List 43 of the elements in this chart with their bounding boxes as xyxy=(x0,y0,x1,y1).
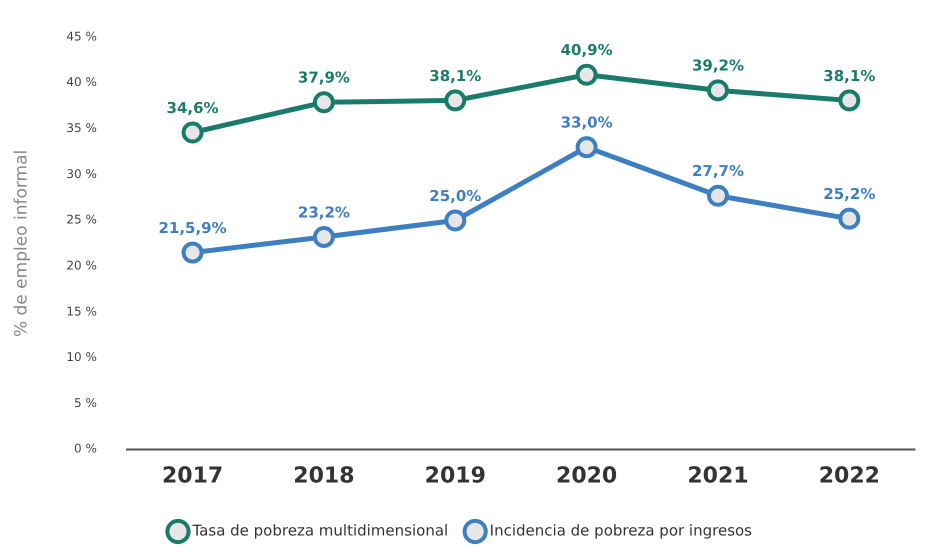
data-label: 33,0% xyxy=(560,114,613,132)
point xyxy=(182,242,204,264)
y-tick-label: 25 % xyxy=(66,212,97,227)
x-tick-label: 2019 xyxy=(424,464,486,489)
data-label: 25,2% xyxy=(823,185,876,204)
y-tick-label: 15 % xyxy=(66,304,97,318)
point xyxy=(706,79,729,102)
point xyxy=(182,122,204,144)
y-tick-label: 5 % xyxy=(74,396,97,410)
point xyxy=(576,136,598,158)
point xyxy=(444,89,466,112)
point xyxy=(838,89,860,112)
data-label: 34,6% xyxy=(166,98,219,117)
data-label: 39,2% xyxy=(692,56,744,75)
data-label: 37,9% xyxy=(298,68,350,87)
point xyxy=(706,184,729,207)
legend-label: Incidencia de pobreza por ingresos xyxy=(490,521,752,540)
data-label: 27,7% xyxy=(692,162,744,180)
point xyxy=(576,64,598,86)
point xyxy=(838,208,860,230)
y-tick-label: 0 % xyxy=(74,442,97,456)
y-tick-label: 45 % xyxy=(66,29,97,44)
data-label: 38,1% xyxy=(823,66,876,85)
legend-label: Tasa de pobreza multidimensional xyxy=(192,521,448,540)
y-tick-label: 10 % xyxy=(66,350,97,364)
point xyxy=(444,209,466,232)
data-label: 38,1% xyxy=(429,66,482,85)
x-tick-label: 2017 xyxy=(162,464,224,489)
y-axis-title: % de empleo informal xyxy=(12,150,32,338)
point xyxy=(312,226,335,248)
x-tick-label: 2020 xyxy=(556,464,618,489)
y-tick-label: 40 % xyxy=(66,75,97,90)
data-label: 23,2% xyxy=(298,203,350,222)
x-tick-label: 2018 xyxy=(293,464,355,489)
data-label: 25,0% xyxy=(429,186,482,205)
y-tick-label: 20 % xyxy=(66,258,97,272)
x-tick-label: 2021 xyxy=(687,464,749,489)
data-label: 40,9% xyxy=(560,41,613,60)
y-tick-label: 30 % xyxy=(66,166,97,181)
y-tick-label: 35 % xyxy=(66,120,97,135)
x-tick-label: 2022 xyxy=(818,464,880,489)
data-label: 21,5,9% xyxy=(158,218,227,237)
point xyxy=(312,91,335,114)
